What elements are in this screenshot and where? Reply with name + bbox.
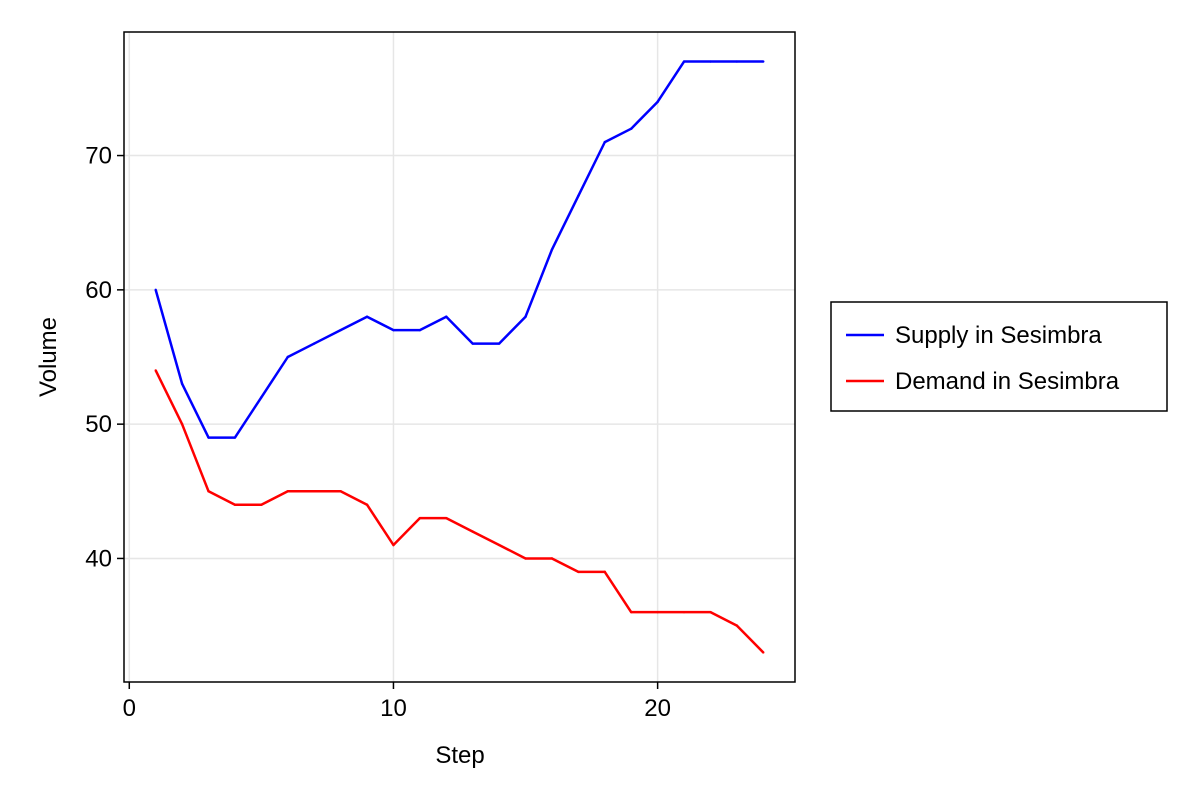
y-tick-label: 60: [85, 277, 112, 304]
data-point: [365, 315, 369, 318]
legend-box: [830, 301, 1168, 412]
y-axis-label: Volume: [35, 317, 62, 397]
data-point: [286, 355, 289, 359]
data-point: [233, 503, 237, 506]
data-point: [260, 503, 263, 506]
data-point: [418, 516, 422, 520]
data-point: [339, 328, 342, 332]
legend-label: Demand in Sesimbra: [895, 368, 1120, 395]
data-point: [550, 248, 554, 251]
data-point: [445, 516, 448, 520]
data-point: [339, 490, 342, 493]
data-point: [286, 490, 289, 493]
data-point: [180, 422, 184, 426]
data-point: [445, 315, 448, 318]
data-point: [656, 100, 659, 104]
grid: [124, 32, 795, 682]
data-point: [418, 328, 422, 332]
data-point: [735, 60, 739, 63]
series-line-demand: [154, 369, 765, 654]
data-point: [630, 610, 633, 614]
data-point: [313, 342, 316, 345]
data-point: [497, 543, 501, 547]
data-point: [682, 610, 686, 614]
data-point: [154, 288, 157, 292]
data-point: [497, 342, 501, 345]
data-point: [471, 342, 474, 345]
data-point: [603, 140, 606, 144]
data-point: [762, 60, 765, 63]
data-point: [709, 60, 712, 63]
x-tick-label: 10: [380, 695, 407, 722]
data-point: [682, 60, 686, 63]
y-tick-label: 70: [85, 143, 112, 170]
data-point: [656, 610, 659, 614]
data-point: [207, 490, 210, 493]
data-point: [709, 610, 712, 614]
data-point: [471, 530, 474, 533]
data-point: [524, 557, 527, 560]
data-point: [577, 570, 580, 574]
data-point: [577, 194, 580, 198]
data-point: [180, 382, 184, 386]
data-point: [233, 436, 237, 439]
data-point: [207, 436, 210, 439]
data-point: [260, 396, 263, 399]
x-tick-label: 20: [644, 695, 671, 722]
data-point: [550, 557, 554, 560]
x-tick-label: 0: [123, 695, 136, 722]
data-point: [365, 503, 369, 506]
plot-frame: [123, 31, 796, 683]
series-lines: [154, 60, 765, 654]
data-point: [313, 490, 316, 493]
data-point: [392, 543, 395, 547]
x-axis-label: Step: [435, 742, 484, 769]
data-point: [630, 127, 633, 130]
data-point: [392, 328, 395, 332]
data-point: [762, 651, 765, 654]
data-point: [524, 315, 527, 318]
y-tick-label: 50: [85, 411, 112, 438]
axis-ticks: 0 10 20 40 50 60 70: [85, 143, 671, 722]
data-point: [735, 624, 739, 627]
data-point: [154, 369, 157, 372]
legend: Supply in Sesimbra Demand in Sesimbra: [830, 301, 1168, 412]
legend-label: Supply in Sesimbra: [895, 322, 1102, 349]
data-point: [603, 570, 606, 574]
series-line-supply: [154, 60, 764, 439]
y-tick-label: 40: [85, 545, 112, 572]
